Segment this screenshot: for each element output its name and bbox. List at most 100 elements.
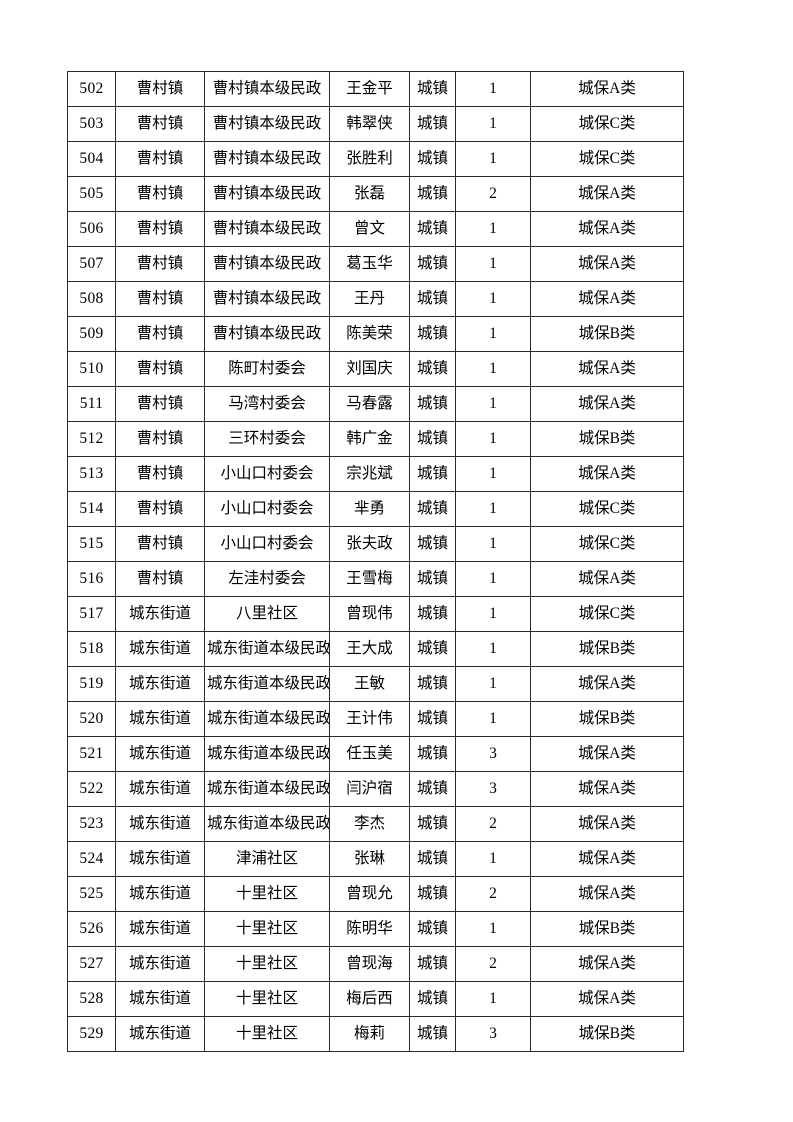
cell-person-count: 1 bbox=[455, 526, 531, 562]
cell-administrative-unit: 曹村镇本级民政 bbox=[204, 106, 330, 142]
roster-table-body: 502曹村镇曹村镇本级民政王金平城镇1城保A类675503曹村镇曹村镇本级民政韩… bbox=[67, 71, 684, 1052]
cell-household-type: 城镇 bbox=[409, 876, 456, 912]
cell-person-name: 张夫政 bbox=[329, 526, 410, 562]
table-row: 513曹村镇小山口村委会宗兆斌城镇1城保A类558 bbox=[67, 456, 684, 492]
cell-household-type: 城镇 bbox=[409, 631, 456, 667]
table-row: 520城东街道城东街道本级民政王计伟城镇1城保B类533 bbox=[67, 701, 684, 737]
cell-benefit-category: 城保C类 bbox=[530, 526, 684, 562]
cell-person-count: 2 bbox=[455, 946, 531, 982]
table-row: 521城东街道城东街道本级民政任玉美城镇3城保A类816 bbox=[67, 736, 684, 772]
cell-town-street: 城东街道 bbox=[115, 596, 205, 632]
cell-person-count: 1 bbox=[455, 316, 531, 352]
cell-person-name: 王大成 bbox=[329, 631, 410, 667]
table-row: 510曹村镇陈町村委会刘国庆城镇1城保A类584 bbox=[67, 351, 684, 387]
table-row: 528城东街道十里社区梅后西城镇1城保A类488 bbox=[67, 981, 684, 1017]
cell-person-count: 3 bbox=[455, 736, 531, 772]
cell-benefit-category: 城保A类 bbox=[530, 281, 684, 317]
table-row: 526城东街道十里社区陈明华城镇1城保B类449 bbox=[67, 911, 684, 947]
cell-benefit-category: 城保A类 bbox=[530, 841, 684, 877]
cell-benefit-category: 城保A类 bbox=[530, 876, 684, 912]
cell-administrative-unit: 曹村镇本级民政 bbox=[204, 176, 330, 212]
cell-sequence-number: 511 bbox=[67, 386, 116, 422]
cell-person-count: 1 bbox=[455, 281, 531, 317]
cell-sequence-number: 529 bbox=[67, 1016, 116, 1052]
cell-household-type: 城镇 bbox=[409, 71, 456, 107]
cell-town-street: 曹村镇 bbox=[115, 176, 205, 212]
cell-household-type: 城镇 bbox=[409, 736, 456, 772]
cell-person-name: 任玉美 bbox=[329, 736, 410, 772]
cell-town-street: 城东街道 bbox=[115, 736, 205, 772]
subsidy-roster-table: 502曹村镇曹村镇本级民政王金平城镇1城保A类675503曹村镇曹村镇本级民政韩… bbox=[67, 71, 684, 1052]
cell-town-street: 城东街道 bbox=[115, 841, 205, 877]
cell-town-street: 曹村镇 bbox=[115, 141, 205, 177]
cell-person-count: 1 bbox=[455, 386, 531, 422]
table-row: 502曹村镇曹村镇本级民政王金平城镇1城保A类675 bbox=[67, 71, 684, 107]
cell-administrative-unit: 城东街道本级民政 bbox=[204, 666, 330, 702]
cell-sequence-number: 524 bbox=[67, 841, 116, 877]
cell-town-street: 曹村镇 bbox=[115, 421, 205, 457]
cell-person-name: 梅后西 bbox=[329, 981, 410, 1017]
cell-town-street: 城东街道 bbox=[115, 701, 205, 737]
cell-benefit-category: 城保C类 bbox=[530, 106, 684, 142]
cell-town-street: 城东街道 bbox=[115, 771, 205, 807]
cell-person-count: 1 bbox=[455, 981, 531, 1017]
table-row: 512曹村镇三环村委会韩广金城镇1城保B类544 bbox=[67, 421, 684, 457]
cell-town-street: 曹村镇 bbox=[115, 106, 205, 142]
cell-benefit-category: 城保B类 bbox=[530, 316, 684, 352]
cell-sequence-number: 504 bbox=[67, 141, 116, 177]
cell-sequence-number: 506 bbox=[67, 211, 116, 247]
cell-person-name: 曾文 bbox=[329, 211, 410, 247]
cell-person-name: 王计伟 bbox=[329, 701, 410, 737]
cell-benefit-category: 城保B类 bbox=[530, 701, 684, 737]
cell-town-street: 曹村镇 bbox=[115, 211, 205, 247]
cell-administrative-unit: 曹村镇本级民政 bbox=[204, 246, 330, 282]
cell-benefit-category: 城保A类 bbox=[530, 666, 684, 702]
cell-household-type: 城镇 bbox=[409, 701, 456, 737]
cell-administrative-unit: 曹村镇本级民政 bbox=[204, 141, 330, 177]
cell-benefit-category: 城保B类 bbox=[530, 911, 684, 947]
cell-household-type: 城镇 bbox=[409, 666, 456, 702]
cell-town-street: 城东街道 bbox=[115, 946, 205, 982]
cell-household-type: 城镇 bbox=[409, 106, 456, 142]
cell-person-count: 1 bbox=[455, 701, 531, 737]
cell-household-type: 城镇 bbox=[409, 806, 456, 842]
table-row: 506曹村镇曹村镇本级民政曾文城镇1城保A类675 bbox=[67, 211, 684, 247]
cell-town-street: 城东街道 bbox=[115, 981, 205, 1017]
cell-sequence-number: 525 bbox=[67, 876, 116, 912]
cell-household-type: 城镇 bbox=[409, 456, 456, 492]
cell-household-type: 城镇 bbox=[409, 281, 456, 317]
cell-sequence-number: 508 bbox=[67, 281, 116, 317]
cell-benefit-category: 城保A类 bbox=[530, 806, 684, 842]
cell-administrative-unit: 城东街道本级民政 bbox=[204, 701, 330, 737]
cell-person-count: 1 bbox=[455, 421, 531, 457]
cell-person-name: 王敏 bbox=[329, 666, 410, 702]
cell-household-type: 城镇 bbox=[409, 771, 456, 807]
cell-household-type: 城镇 bbox=[409, 596, 456, 632]
cell-town-street: 曹村镇 bbox=[115, 71, 205, 107]
cell-person-count: 1 bbox=[455, 596, 531, 632]
cell-benefit-category: 城保C类 bbox=[530, 596, 684, 632]
table-row: 507曹村镇曹村镇本级民政葛玉华城镇1城保A类662 bbox=[67, 246, 684, 282]
cell-person-count: 1 bbox=[455, 246, 531, 282]
cell-benefit-category: 城保A类 bbox=[530, 211, 684, 247]
cell-sequence-number: 521 bbox=[67, 736, 116, 772]
table-row: 505曹村镇曹村镇本级民政张磊城镇2城保A类1298 bbox=[67, 176, 684, 212]
cell-sequence-number: 510 bbox=[67, 351, 116, 387]
table-row: 508曹村镇曹村镇本级民政王丹城镇1城保A类675 bbox=[67, 281, 684, 317]
cell-sequence-number: 522 bbox=[67, 771, 116, 807]
table-row: 529城东街道十里社区梅莉城镇3城保B类1428 bbox=[67, 1016, 684, 1052]
cell-person-count: 2 bbox=[455, 176, 531, 212]
cell-household-type: 城镇 bbox=[409, 946, 456, 982]
table-row: 523城东街道城东街道本级民政李杰城镇2城保A类840 bbox=[67, 806, 684, 842]
cell-sequence-number: 513 bbox=[67, 456, 116, 492]
cell-town-street: 曹村镇 bbox=[115, 386, 205, 422]
cell-person-name: 张琳 bbox=[329, 841, 410, 877]
cell-benefit-category: 城保A类 bbox=[530, 946, 684, 982]
cell-benefit-category: 城保B类 bbox=[530, 631, 684, 667]
cell-benefit-category: 城保C类 bbox=[530, 491, 684, 527]
cell-sequence-number: 528 bbox=[67, 981, 116, 1017]
cell-person-count: 1 bbox=[455, 351, 531, 387]
cell-person-name: 李杰 bbox=[329, 806, 410, 842]
cell-person-name: 张胜利 bbox=[329, 141, 410, 177]
cell-household-type: 城镇 bbox=[409, 981, 456, 1017]
